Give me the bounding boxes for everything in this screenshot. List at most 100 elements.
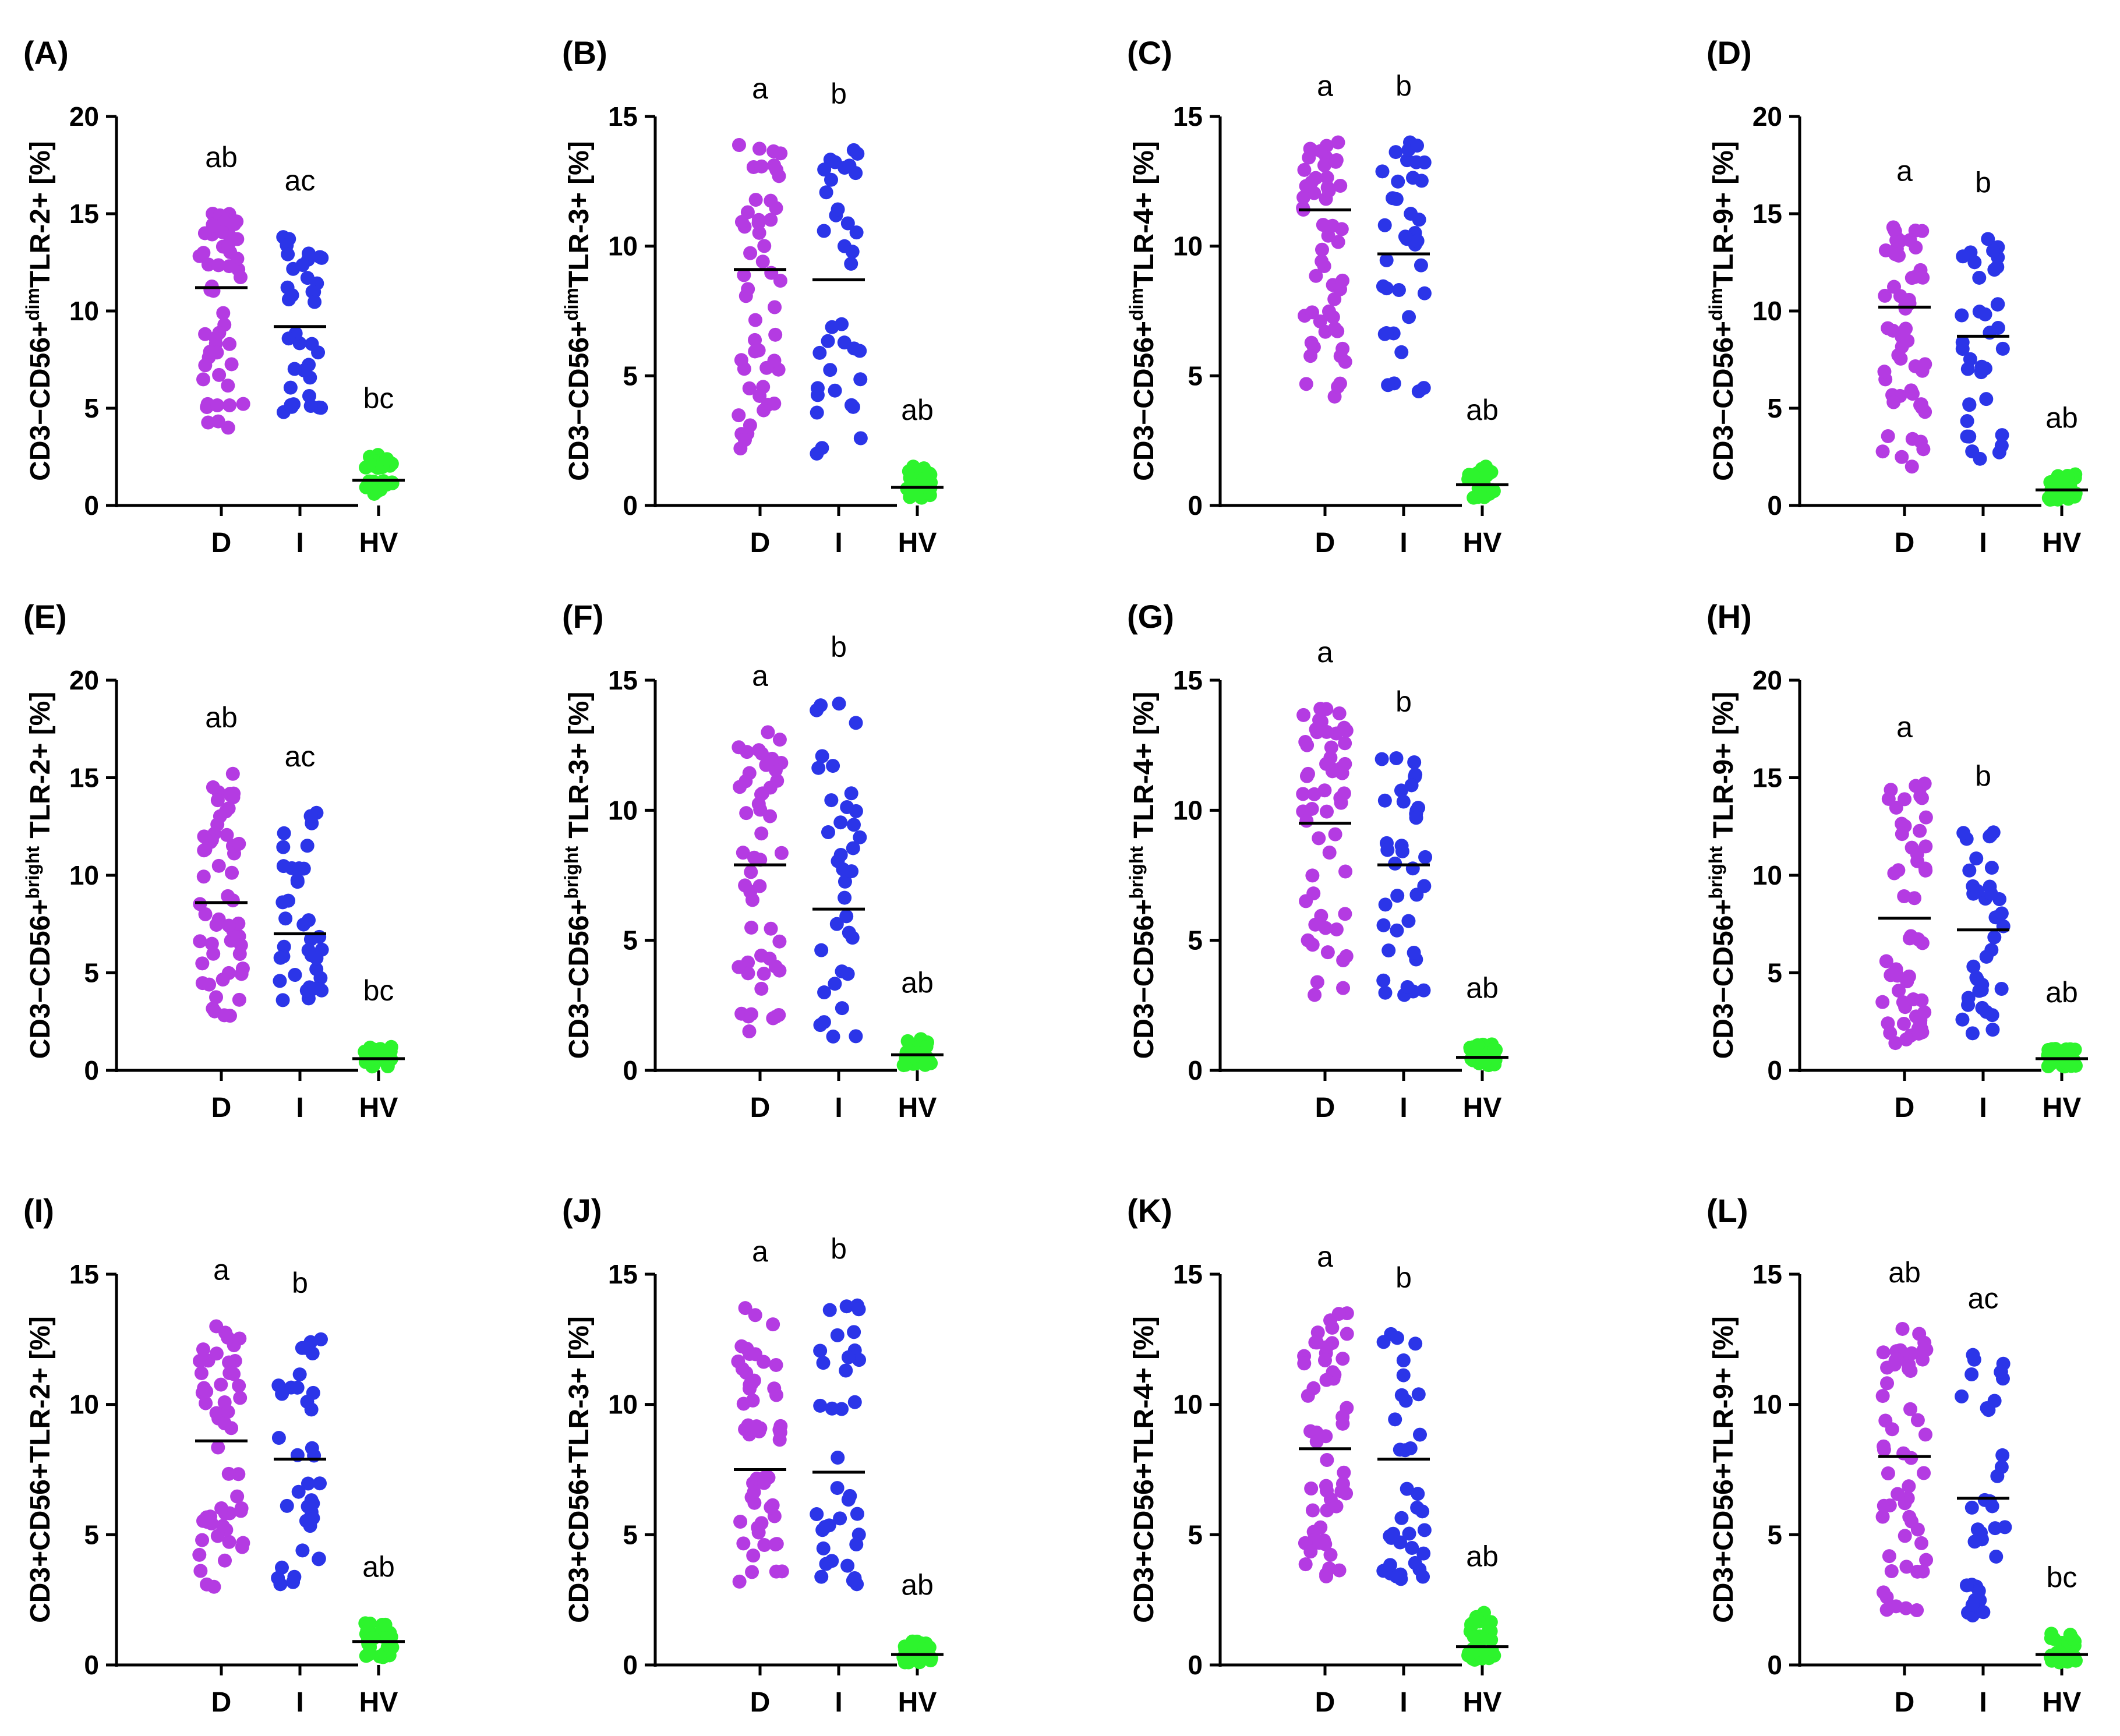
data-point-d: [203, 344, 217, 359]
y-axis-title-superscript: dim: [561, 288, 582, 321]
data-point-d: [1309, 268, 1323, 283]
data-point-d: [744, 1007, 758, 1021]
y-axis-title: CD3−CD56+bright TLR-4+ [%]: [1126, 692, 1160, 1059]
data-point-d: [764, 921, 778, 936]
data-point-d: [734, 1339, 749, 1353]
data-point-d: [1304, 335, 1319, 350]
data-point-i: [308, 295, 322, 309]
data-point-i: [1406, 171, 1421, 185]
data-point-i: [839, 1299, 854, 1314]
data-point-i: [1955, 1012, 1970, 1027]
data-point-i: [1980, 1401, 1994, 1416]
y-tick-label: 10: [1173, 795, 1203, 825]
y-tick-label: 10: [1752, 1389, 1782, 1420]
data-point-hv: [918, 1058, 932, 1072]
data-point-i: [1414, 258, 1428, 273]
data-point-d: [1875, 995, 1890, 1009]
significance-letters: a: [1317, 636, 1333, 669]
data-point-i: [845, 931, 860, 945]
significance-letters: ab: [205, 141, 238, 174]
panel-label: (E): [23, 598, 67, 635]
y-axis-title: CD3−CD56+dimTLR-3+ [%]: [561, 141, 595, 481]
data-point-i: [840, 216, 855, 231]
data-point-d: [1335, 273, 1349, 288]
panel-b: (B) CD3−CD56+dimTLR-3+ [%] 0 5 10 15 Da Ib HV ab: [561, 34, 944, 558]
x-tick-label: D: [1315, 1092, 1335, 1123]
data-point-d: [744, 865, 758, 879]
data-point-i: [1394, 1388, 1409, 1402]
data-point-d: [1319, 702, 1334, 716]
y-tick-label: 15: [608, 665, 638, 695]
data-point-d: [1305, 1503, 1320, 1518]
x-tick-label: HV: [1463, 1687, 1502, 1718]
data-point-d: [1317, 1353, 1332, 1367]
data-point-i: [1962, 398, 1977, 412]
data-point-d: [1304, 175, 1319, 190]
data-point-i: [853, 372, 868, 387]
data-point-d: [1316, 218, 1330, 232]
data-point-d: [211, 1440, 225, 1455]
data-point-d: [1322, 845, 1337, 860]
data-point-i: [1964, 1500, 1979, 1515]
data-point-i: [1402, 1526, 1416, 1541]
y-tick-label: 15: [1173, 665, 1203, 695]
panel-k: (K) CD3+CD56+TLR-4+ [%] 0 5 10 15 Da Ib HV ab: [1127, 1192, 1508, 1718]
y-axis-title-main: CD3−CD56+: [1129, 321, 1160, 481]
data-point-d: [225, 893, 240, 908]
data-point-i: [1377, 218, 1392, 232]
data-point-d: [1331, 235, 1345, 249]
data-point-i: [1960, 429, 1974, 444]
data-point-i: [280, 1498, 294, 1513]
x-tick-label: D: [1895, 1687, 1915, 1718]
y-tick-label: 10: [1173, 231, 1203, 261]
data-point-d: [1905, 1346, 1919, 1360]
y-tick-label: 5: [1767, 393, 1782, 423]
data-point-d: [232, 1331, 247, 1346]
data-point-d: [740, 205, 755, 220]
data-point-d: [221, 379, 235, 393]
data-point-i: [846, 399, 860, 414]
data-point-d: [736, 1536, 751, 1551]
data-point-i: [1965, 444, 1980, 459]
data-point-d: [227, 217, 242, 231]
data-point-d: [743, 885, 758, 899]
data-point-hv: [378, 1617, 393, 1632]
data-point-i: [1989, 1549, 2004, 1564]
data-point-d: [224, 788, 238, 802]
significance-letters: b: [831, 631, 847, 663]
data-point-i: [1994, 906, 2009, 921]
data-point-d: [1319, 1373, 1334, 1387]
data-point-d: [1322, 183, 1336, 198]
data-point-i: [301, 913, 316, 928]
data-point-d: [1298, 734, 1313, 749]
y-tick-label: 15: [608, 1259, 638, 1289]
x-tick-label: D: [750, 528, 771, 558]
data-point-i: [1376, 973, 1391, 988]
data-point-d: [744, 1376, 759, 1391]
data-point-i: [814, 943, 829, 957]
data-point-d: [1889, 233, 1904, 248]
data-point-i: [1391, 283, 1406, 298]
data-point-i: [1998, 1520, 2012, 1535]
data-point-d: [1910, 1603, 1924, 1618]
panel-a: (A) CD3−CD56+dimTLR-2+ [%] 0 5 10 15 20 Dab Iac H…: [22, 34, 405, 558]
data-point-i: [840, 967, 855, 981]
data-point-d: [1914, 993, 1929, 1007]
data-point-d: [768, 327, 783, 342]
data-point-d: [767, 1381, 782, 1396]
data-point-d: [1881, 1466, 1895, 1480]
y-tick-label: 10: [1752, 296, 1782, 326]
x-tick-label: HV: [359, 528, 398, 558]
data-point-d: [767, 353, 782, 368]
y-axis-title-main: CD3−CD56+: [1708, 321, 1739, 481]
data-point-d: [754, 981, 769, 996]
data-point-i: [1381, 943, 1396, 958]
data-point-d: [767, 158, 782, 172]
data-point-i: [1375, 164, 1390, 179]
data-point-d: [743, 246, 758, 260]
data-point-d: [1296, 708, 1311, 722]
data-point-i: [815, 749, 829, 763]
data-point-i: [844, 256, 858, 271]
data-point-i: [278, 911, 293, 926]
